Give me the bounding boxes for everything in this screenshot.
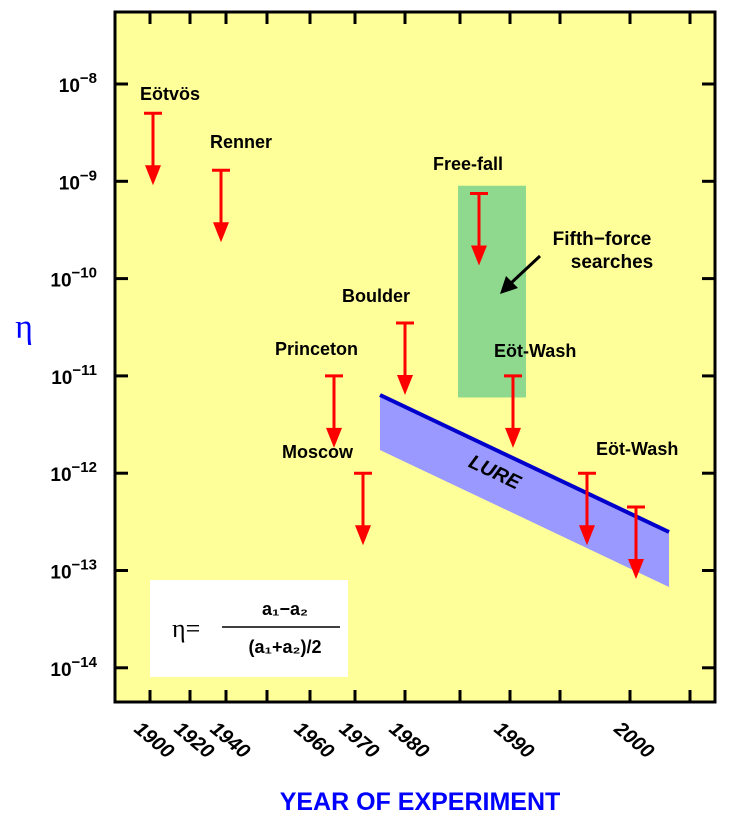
lure-upper-edge [379, 393, 670, 534]
x-tick-label: 1960 [290, 718, 338, 763]
y-tick-label: 10−13 [50, 557, 97, 584]
y-tick-label: 10−11 [51, 362, 97, 389]
upper-limit-arrow [354, 471, 372, 546]
annotation-searches: searches [571, 252, 653, 273]
axis-ticks [115, 12, 715, 702]
experiment-label: Renner [210, 132, 272, 152]
y-tick-label: 10−12 [50, 459, 97, 486]
x-tick-label: 1970 [335, 718, 383, 763]
plot-frame [113, 10, 717, 704]
formula-box [150, 580, 348, 677]
y-tick-label: 10−14 [50, 654, 97, 681]
y-tick-labels: 10−8 10−9 10−10 10−11 10−12 10−13 10−14 [50, 70, 97, 681]
annotation-fifth-force: Fifth−force [553, 229, 652, 250]
x-tick-label: 1990 [490, 718, 538, 763]
x-tick-label: 1980 [385, 718, 433, 763]
experiment-labels: Eötvös Renner Princeton Moscow Boulder Free-f… [140, 84, 678, 462]
formula-lhs: η= [172, 614, 200, 643]
x-tick-label: 1920 [170, 718, 218, 763]
upper-limit-arrow [325, 374, 343, 448]
y-tick-label: 10−9 [59, 167, 97, 194]
formula-denominator: (a₁+a₂)/2 [249, 637, 322, 657]
upper-limit-arrow [578, 471, 596, 546]
y-tick-label: 10−8 [59, 70, 97, 97]
upper-limit-arrow [144, 111, 162, 186]
upper-limit-arrow [627, 505, 645, 579]
upper-limit-arrow [470, 191, 488, 266]
upper-limit-arrow [396, 321, 414, 395]
y-axis-title: η [15, 309, 33, 346]
upper-limit-arrow [212, 168, 230, 243]
formula-numerator: a₁−a₂ [262, 599, 308, 619]
x-axis-title: YEAR OF EXPERIMENT [280, 788, 561, 816]
upper-limit-arrows [144, 111, 645, 579]
experiment-label: Boulder [342, 286, 410, 306]
annotation-arrow [500, 254, 542, 294]
regions [379, 185, 670, 587]
y-tick-label: 10−10 [50, 265, 97, 292]
experiment-label: Free-fall [433, 154, 503, 174]
experiment-label: Moscow [282, 442, 354, 462]
x-tick-label: 1940 [206, 718, 254, 763]
x-tick-label: 2000 [609, 717, 658, 763]
experiment-label: Eöt-Wash [494, 341, 576, 361]
experiment-label: Eötvös [140, 84, 200, 104]
experiment-label: Princeton [275, 339, 358, 359]
upper-limit-arrow [504, 374, 522, 448]
x-tick-label: 1900 [130, 718, 178, 763]
region-lure [380, 395, 669, 587]
region-fifth-force [458, 185, 526, 398]
experiment-label: Eöt-Wash [596, 439, 678, 459]
